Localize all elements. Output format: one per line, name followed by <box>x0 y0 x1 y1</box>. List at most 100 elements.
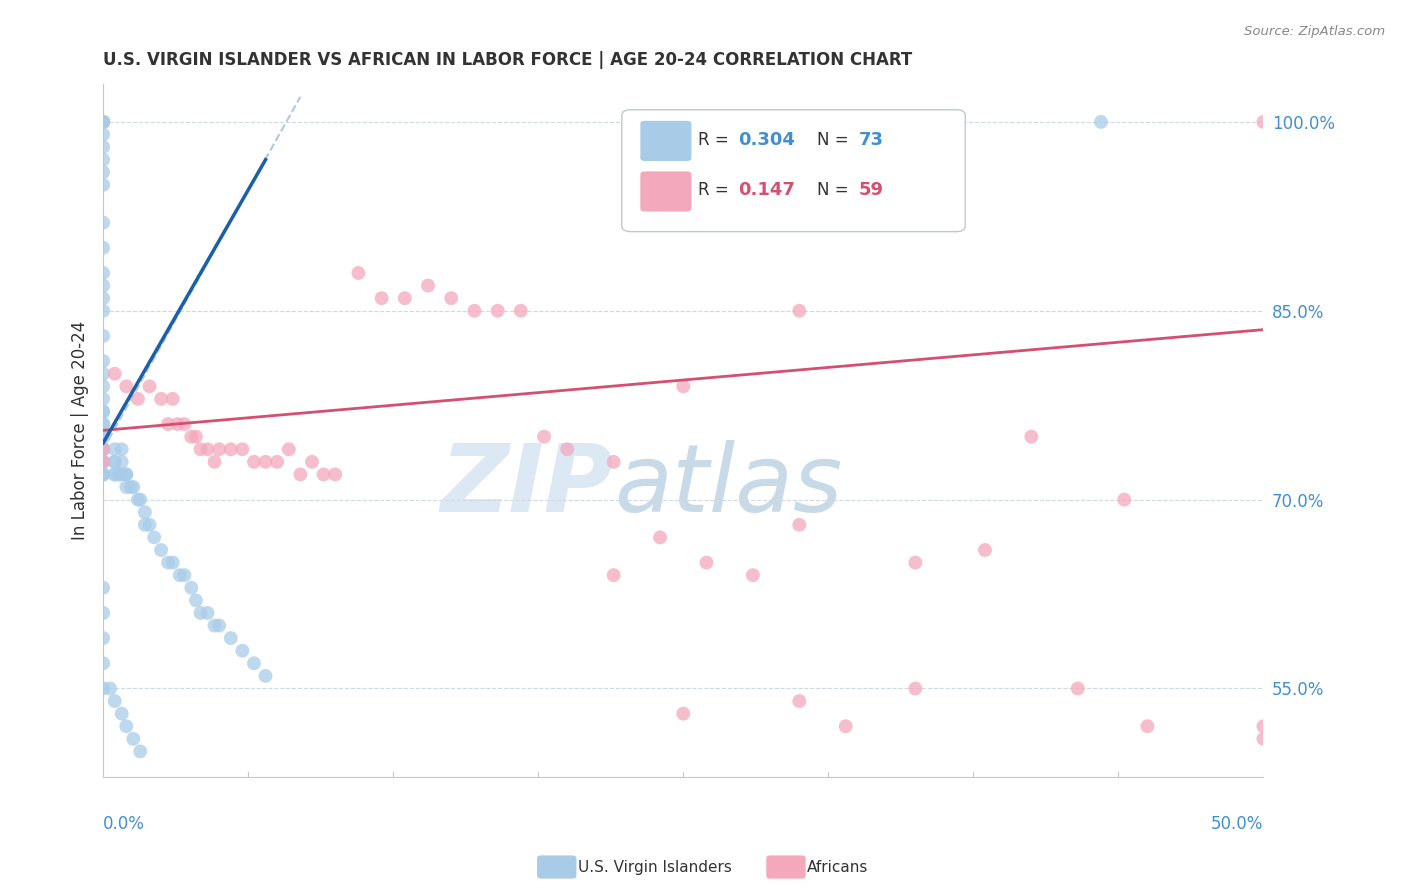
Text: atlas: atlas <box>613 441 842 532</box>
Point <box>190 442 212 457</box>
Point <box>91 442 114 457</box>
Point <box>787 694 810 708</box>
Text: U.S. VIRGIN ISLANDER VS AFRICAN IN LABOR FORCE | AGE 20-24 CORRELATION CHART: U.S. VIRGIN ISLANDER VS AFRICAN IN LABOR… <box>103 51 912 69</box>
Point <box>104 467 127 482</box>
Point <box>1090 115 1112 129</box>
Point <box>162 392 184 406</box>
Point <box>440 291 463 305</box>
Point <box>134 505 156 519</box>
Point <box>1253 719 1275 733</box>
Point <box>301 455 323 469</box>
Point <box>91 140 114 154</box>
Point <box>312 467 335 482</box>
Point <box>180 430 202 444</box>
Point <box>91 291 114 305</box>
Text: R =: R = <box>699 181 734 199</box>
Point <box>787 517 810 532</box>
FancyBboxPatch shape <box>640 120 692 161</box>
Point <box>91 467 114 482</box>
Point <box>134 517 156 532</box>
Point <box>347 266 370 280</box>
Point <box>91 404 114 418</box>
Point <box>290 467 312 482</box>
Point <box>555 442 578 457</box>
Point <box>127 492 149 507</box>
Point <box>243 657 266 671</box>
Point <box>120 480 142 494</box>
Point <box>91 417 114 431</box>
Point <box>91 241 114 255</box>
Point <box>254 455 277 469</box>
Point <box>416 278 439 293</box>
Point <box>91 631 114 645</box>
Point <box>91 329 114 343</box>
Point <box>91 115 114 129</box>
Point <box>323 467 346 482</box>
Point <box>91 266 114 280</box>
Point <box>91 115 114 129</box>
Text: 73: 73 <box>859 130 883 149</box>
Point <box>197 442 219 457</box>
Text: N =: N = <box>817 181 853 199</box>
Point <box>180 581 202 595</box>
Point <box>533 430 555 444</box>
Point <box>91 278 114 293</box>
Point <box>231 442 253 457</box>
Point <box>143 530 166 544</box>
Point <box>208 618 231 632</box>
Point <box>91 128 114 142</box>
Point <box>91 115 114 129</box>
Point <box>122 731 145 746</box>
Point <box>91 467 114 482</box>
Point <box>486 303 509 318</box>
Point <box>150 543 173 558</box>
Point <box>91 442 114 457</box>
Point <box>108 467 131 482</box>
Point <box>108 467 131 482</box>
Point <box>111 706 134 721</box>
Point <box>197 606 219 620</box>
Point <box>129 492 152 507</box>
Point <box>463 303 485 318</box>
Point <box>91 178 114 192</box>
Text: 50.0%: 50.0% <box>1211 814 1264 833</box>
Point <box>219 631 242 645</box>
Point <box>91 303 114 318</box>
Point <box>91 455 114 469</box>
Point <box>91 657 114 671</box>
Point <box>104 367 127 381</box>
Point <box>787 303 810 318</box>
Point <box>91 430 114 444</box>
Point <box>169 568 191 582</box>
Point <box>138 517 160 532</box>
Point <box>91 681 114 696</box>
FancyBboxPatch shape <box>621 110 966 232</box>
Point <box>115 480 138 494</box>
Point <box>904 556 927 570</box>
Point <box>184 593 207 607</box>
Point <box>115 719 138 733</box>
Point <box>741 568 763 582</box>
Text: 0.304: 0.304 <box>738 130 794 149</box>
Point <box>672 379 695 393</box>
Text: U.S. Virgin Islanders: U.S. Virgin Islanders <box>578 860 731 874</box>
Point <box>91 442 114 457</box>
Y-axis label: In Labor Force | Age 20-24: In Labor Force | Age 20-24 <box>72 321 89 540</box>
Point <box>91 379 114 393</box>
Point <box>104 694 127 708</box>
Point <box>91 430 114 444</box>
Point <box>91 455 114 469</box>
Point <box>370 291 392 305</box>
Point <box>219 442 242 457</box>
Point <box>115 467 138 482</box>
Point <box>138 379 160 393</box>
Point <box>91 467 114 482</box>
Point <box>111 455 134 469</box>
Point <box>254 669 277 683</box>
Point <box>1114 492 1136 507</box>
Point <box>974 543 997 558</box>
Point <box>115 467 138 482</box>
Point <box>129 744 152 758</box>
Point <box>204 455 226 469</box>
Point <box>150 392 173 406</box>
